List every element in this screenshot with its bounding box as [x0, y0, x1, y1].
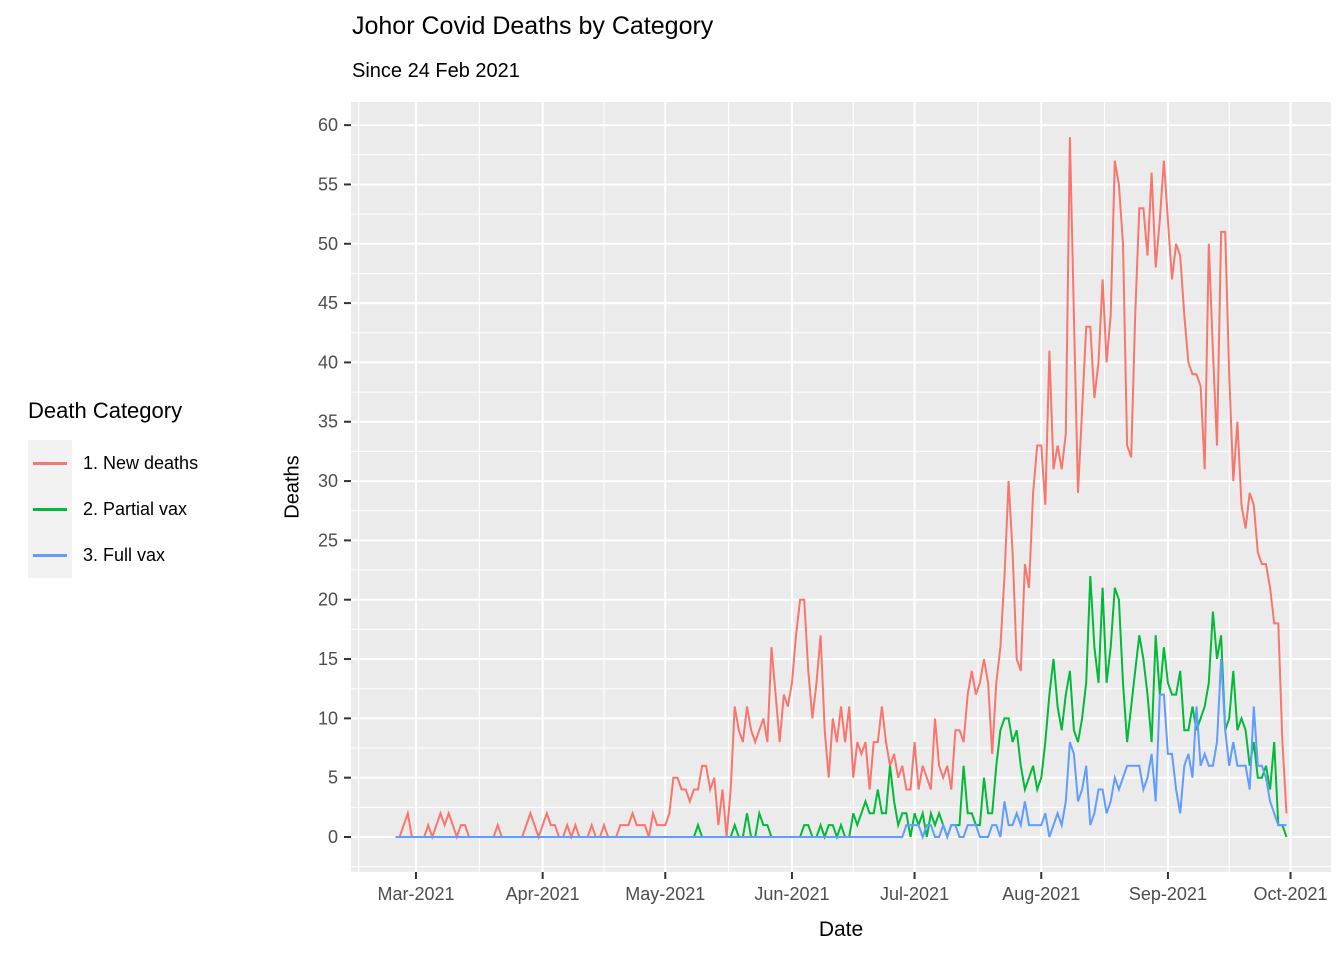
line-swatch-icon — [33, 507, 67, 511]
y-tick-label: 40 — [318, 352, 338, 372]
legend-title: Death Category — [28, 398, 183, 423]
y-tick-label: 50 — [318, 234, 338, 254]
legend-label: 3. Full vax — [83, 544, 166, 565]
y-tick-label: 30 — [318, 471, 338, 491]
legend-key — [28, 532, 72, 578]
series-line-full-vax — [395, 658, 1287, 841]
series-line-new-deaths — [395, 136, 1288, 841]
y-tick-label: 25 — [318, 530, 338, 550]
legend-key — [28, 440, 72, 486]
line-swatch-icon — [33, 461, 67, 465]
line-swatch-icon — [33, 553, 67, 557]
x-tick-label: Jun-2021 — [754, 884, 829, 904]
x-tick-label: Jul-2021 — [880, 884, 949, 904]
x-tick-label: Sep-2021 — [1129, 884, 1207, 904]
y-axis-title: Deaths — [281, 455, 304, 519]
y-tick-label: 0 — [328, 827, 338, 847]
x-tick-label: May-2021 — [625, 884, 705, 904]
legend-key — [28, 486, 72, 532]
x-axis-title: Date — [818, 918, 864, 941]
y-tick-label: 20 — [318, 590, 338, 610]
x-tick-label: Aug-2021 — [1002, 884, 1080, 904]
legend: Death Category 1. New deaths 2. Partial … — [28, 398, 198, 578]
chart-title: Johor Covid Deaths by Category — [352, 12, 714, 40]
legend-item-full-vax: 3. Full vax — [28, 532, 198, 578]
legend-item-new-deaths: 1. New deaths — [28, 440, 198, 486]
y-tick-label: 55 — [318, 174, 338, 194]
y-tick-label: 60 — [318, 115, 338, 135]
y-tick-label: 5 — [328, 768, 338, 788]
chart-subtitle: Since 24 Feb 2021 — [352, 60, 520, 82]
legend-item-partial-vax: 2. Partial vax — [28, 486, 198, 532]
y-tick-label: 10 — [318, 708, 338, 728]
y-tick-label: 35 — [318, 412, 338, 432]
y-tick-label: 45 — [318, 293, 338, 313]
legend-label: 1. New deaths — [83, 452, 199, 473]
x-tick-label: Mar-2021 — [377, 884, 454, 904]
x-tick-label: Apr-2021 — [506, 884, 580, 904]
y-tick-label: 15 — [318, 649, 338, 669]
x-tick-label: Oct-2021 — [1254, 884, 1328, 904]
legend-label: 2. Partial vax — [83, 498, 188, 519]
panel-background — [351, 102, 1331, 872]
